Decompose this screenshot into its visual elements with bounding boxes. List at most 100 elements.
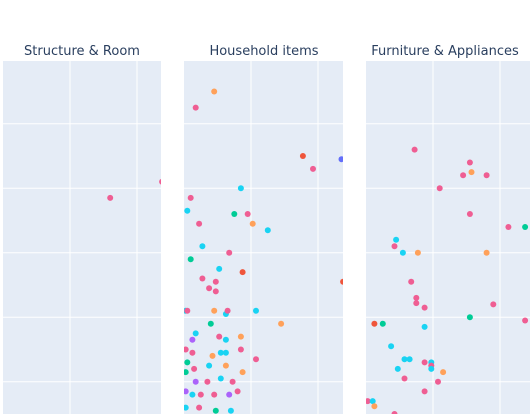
data-point — [189, 336, 196, 343]
data-point — [159, 179, 161, 185]
data-point — [189, 391, 196, 398]
data-point — [229, 378, 236, 385]
data-point — [192, 104, 199, 111]
data-point — [421, 388, 428, 395]
panel-structure-room — [3, 61, 161, 414]
data-point — [466, 211, 473, 217]
data-point — [234, 388, 241, 395]
data-point — [212, 407, 219, 414]
data-point — [184, 346, 189, 353]
data-point — [184, 207, 191, 214]
data-point — [393, 236, 400, 243]
data-point — [199, 243, 206, 250]
data-point — [340, 278, 343, 285]
data-point — [197, 391, 204, 398]
data-point — [222, 349, 229, 356]
data-point — [264, 227, 271, 234]
panel-furniture-appliances — [366, 61, 530, 414]
data-point — [209, 352, 216, 359]
data-point — [299, 153, 306, 159]
data-point — [468, 169, 475, 176]
data-point — [371, 403, 378, 410]
data-point — [184, 369, 189, 376]
data-point — [187, 194, 194, 201]
data-point — [249, 220, 256, 227]
data-point — [206, 362, 213, 369]
data-point — [413, 294, 420, 301]
data-point — [406, 356, 413, 363]
data-point — [192, 378, 199, 385]
data-point — [231, 211, 238, 217]
data-point — [244, 211, 251, 217]
data-point — [239, 269, 246, 276]
data-point — [436, 185, 443, 192]
data-point — [401, 375, 408, 382]
plot-background — [366, 61, 530, 414]
plot-background — [184, 61, 343, 414]
data-point — [369, 398, 376, 405]
data-point — [211, 391, 218, 398]
data-point — [522, 224, 529, 230]
data-point — [237, 346, 244, 353]
facet-title-household-items: Household items — [209, 44, 318, 59]
data-point — [440, 369, 447, 376]
facet-title-structure-room: Structure & Room — [24, 44, 140, 59]
data-point — [413, 300, 420, 307]
data-point — [421, 323, 428, 330]
data-point — [196, 220, 203, 227]
data-point — [428, 365, 435, 372]
data-point — [189, 349, 196, 356]
data-point — [237, 333, 244, 340]
data-point — [184, 404, 189, 411]
data-point — [217, 375, 224, 382]
data-point — [226, 391, 233, 398]
data-point — [212, 288, 219, 295]
data-point — [338, 156, 343, 163]
data-point — [371, 320, 378, 327]
data-point — [217, 349, 224, 356]
data-point — [466, 159, 473, 166]
data-point — [310, 165, 316, 172]
plot-background — [3, 61, 161, 414]
data-point — [191, 365, 198, 372]
data-point — [222, 336, 229, 343]
data-point — [379, 320, 386, 327]
data-point — [460, 172, 467, 179]
data-point — [394, 365, 401, 372]
data-point — [184, 359, 191, 366]
data-point — [399, 249, 406, 256]
data-point — [253, 356, 259, 363]
data-point — [216, 265, 223, 272]
data-point — [184, 307, 191, 314]
data-point — [421, 359, 428, 366]
data-point — [483, 249, 490, 256]
panel-household-items — [184, 61, 343, 414]
data-point — [192, 330, 199, 337]
data-point — [211, 307, 218, 314]
data-point — [224, 307, 231, 314]
data-point — [199, 275, 206, 282]
data-point — [408, 278, 415, 285]
data-point — [253, 307, 259, 314]
data-point — [505, 224, 512, 230]
data-point — [466, 314, 473, 321]
facet-title-furniture-appliances: Furniture & Appliances — [371, 44, 519, 59]
data-point — [522, 317, 529, 324]
data-point — [196, 404, 203, 411]
data-point — [107, 194, 114, 201]
data-point — [212, 278, 219, 285]
data-point — [490, 301, 497, 308]
data-point — [366, 398, 371, 405]
data-point — [237, 185, 244, 192]
data-point — [278, 320, 285, 327]
data-point — [421, 304, 428, 311]
data-point — [239, 369, 246, 376]
data-point — [388, 343, 395, 350]
data-point — [211, 88, 218, 95]
data-point — [206, 285, 213, 292]
data-point — [216, 333, 223, 340]
data-point — [435, 378, 441, 385]
data-point — [222, 362, 229, 369]
data-point — [184, 388, 189, 395]
